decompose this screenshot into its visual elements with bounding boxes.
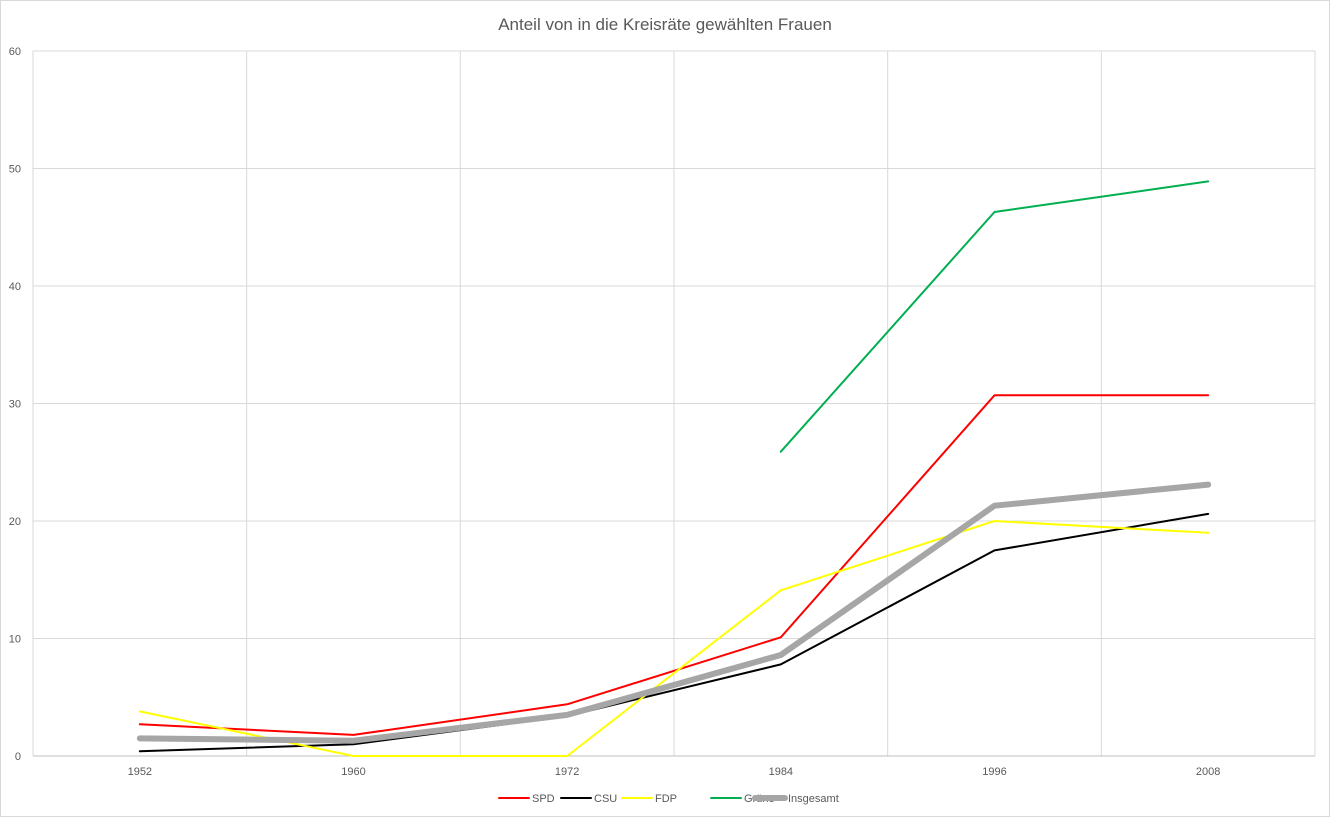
series-line-spd — [138, 394, 1210, 736]
x-tick-label: 1984 — [769, 766, 793, 778]
y-tick-label: 10 — [9, 634, 21, 646]
y-tick-label: 50 — [9, 164, 21, 176]
chart-title: Anteil von in die Kreisräte gewählten Fr… — [498, 15, 832, 34]
legend-label: CSU — [594, 793, 617, 805]
y-tick-label: 30 — [9, 399, 21, 411]
gridlines — [32, 50, 1316, 756]
x-tick-label: 1952 — [128, 766, 152, 778]
y-tick-label: 20 — [9, 516, 21, 528]
legend-label: SPD — [532, 793, 555, 805]
y-tick-label: 40 — [9, 281, 21, 293]
series-line-fdp — [138, 520, 1210, 757]
legend-label: FDP — [655, 793, 677, 805]
y-tick-label: 0 — [15, 751, 21, 763]
series-line-insgesamt — [136, 481, 1212, 744]
y-tick-label: 60 — [9, 46, 21, 58]
axes: 0 10 20 30 40 50 60 1952 1960 1972 1984 1996 2008 — [9, 46, 1315, 778]
series-line-gr-ne — [779, 180, 1210, 453]
series-lines — [136, 180, 1212, 757]
legend: SPDCSUFDPGrüneInsgesamt — [498, 793, 839, 805]
x-tick-label: 1960 — [341, 766, 365, 778]
legend-label: Insgesamt — [788, 793, 839, 805]
x-tick-label: 1996 — [982, 766, 1006, 778]
series-line-csu — [138, 512, 1210, 753]
x-tick-label: 2008 — [1196, 766, 1220, 778]
x-tick-label: 1972 — [555, 766, 579, 778]
